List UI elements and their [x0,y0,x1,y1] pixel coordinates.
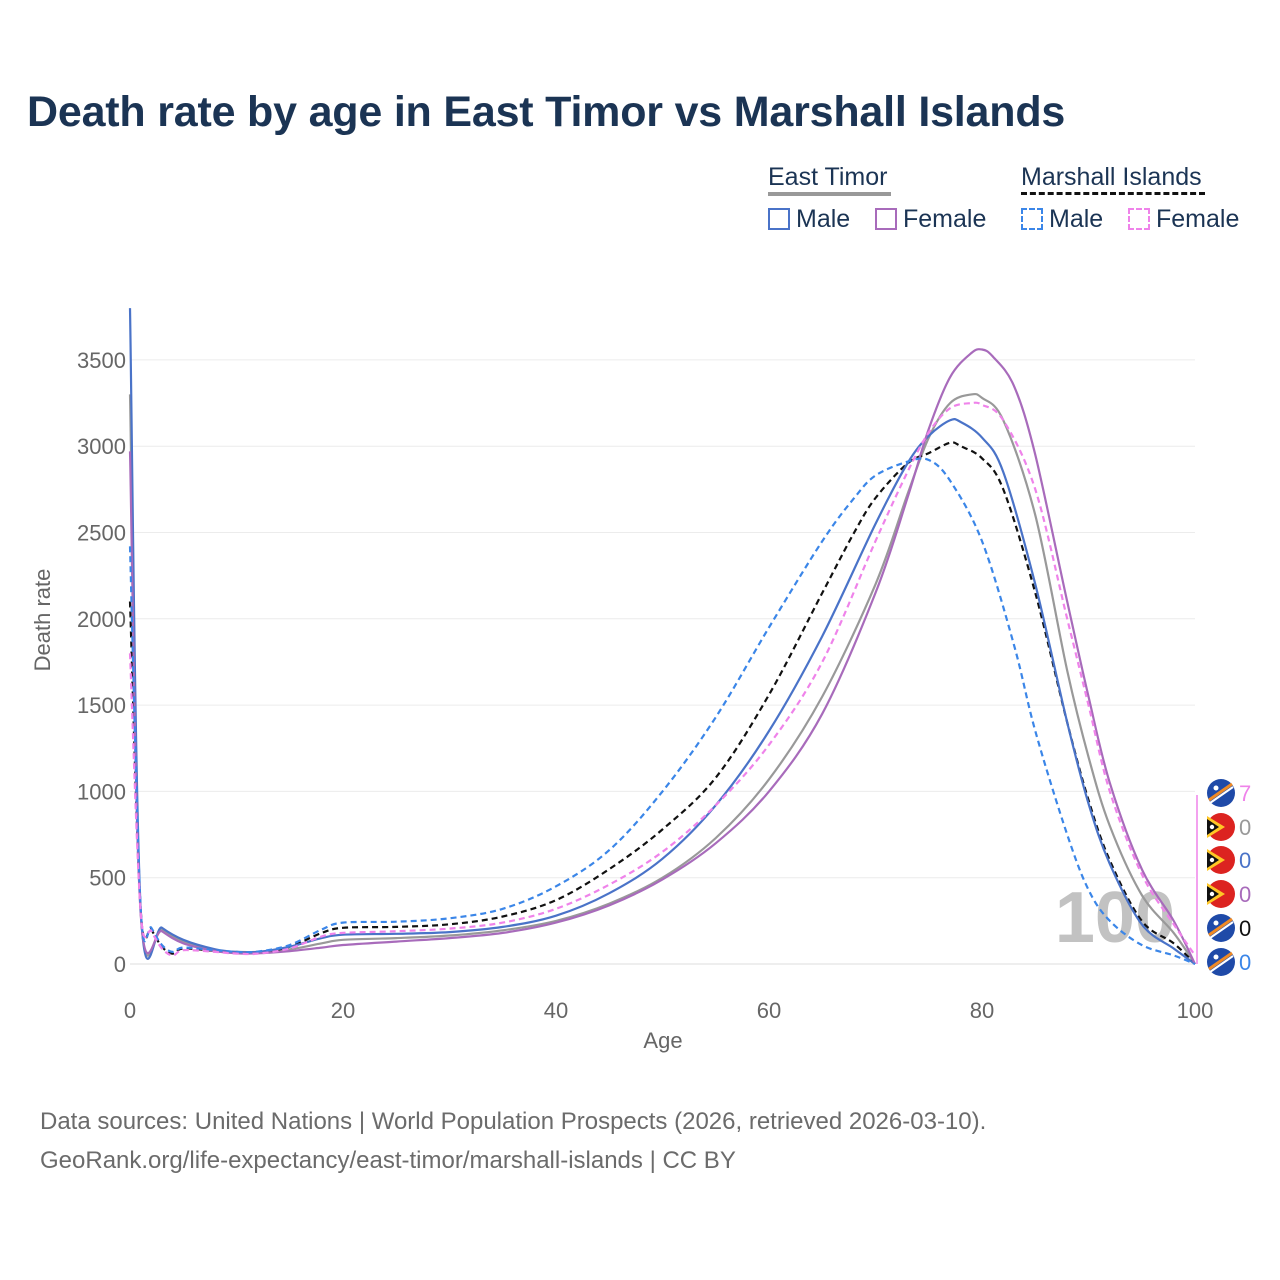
flag-star [1213,785,1219,791]
y-tick-label: 500 [89,866,126,891]
x-axis-ticks: 0 20 40 60 80 100 [124,998,1213,1023]
x-tick-label: 100 [1177,998,1214,1023]
end-marker: 0 [1207,880,1251,908]
flag-stripe-white [1209,955,1234,973]
legend-swatch-east-timor-male [768,208,790,230]
y-tick-label: 2500 [77,521,126,546]
end-marker: 0 [1207,914,1251,942]
y-tick-label: 3000 [77,434,126,459]
end-marker: 0 [1207,813,1251,841]
flag-stripe-white [1209,921,1234,939]
y-axis-title: Death rate [30,569,55,672]
chart-title: Death rate by age in East Timor vs Marsh… [27,88,1066,136]
x-tick-label: 60 [757,998,781,1023]
x-tick-label: 0 [124,998,136,1023]
series-line-marshall-islands-female [128,401,1196,957]
flag-star [1213,954,1219,960]
legend-label-marshall-islands-female: Female [1156,204,1240,233]
legend-group-marshall-islands[interactable]: Marshall Islands [1021,163,1202,191]
legend-swatch-east-timor-female [875,208,897,230]
end-value-label: 0 [1239,882,1251,907]
flag-star [1213,920,1219,926]
x-tick-label: 40 [544,998,568,1023]
legend-east-timor-female[interactable]: Female [875,205,986,233]
end-marker: 0 [1207,948,1251,976]
end-value-label: 0 [1239,950,1251,975]
legend-swatch-marshall-islands-male [1021,208,1043,230]
flag-stripe-orange [1208,917,1233,937]
x-axis-title: Age [643,1028,682,1053]
series-line-east-timor-female [128,348,1196,965]
flag-star [1209,857,1215,863]
legend-line-east-timor [768,192,891,196]
footer-link[interactable]: GeoRank.org/life-expectancy/east-timor/m… [40,1147,736,1174]
series-lines [128,308,1196,966]
y-tick-label: 1000 [77,779,126,804]
legend-swatch-marshall-islands-female [1128,208,1150,230]
legend-line-marshall-islands [1021,192,1205,195]
age-watermark: 100 [1055,878,1175,958]
end-markers: 7 0 0 0 0 0 [1196,779,1251,976]
end-value-label: 0 [1239,916,1251,941]
series-line-marshall-islands-total [128,441,1196,965]
end-marker: 7 [1207,779,1251,807]
series-line-marshall-islands-male [128,457,1196,966]
legend-label-east-timor-female: Female [903,204,987,233]
y-axis-ticks: 0 500 1000 1500 2000 2500 3000 3500 [77,348,126,977]
legend-marshall-islands-female[interactable]: Female [1128,205,1239,233]
x-tick-label: 80 [970,998,994,1023]
end-marker: 0 [1207,846,1251,874]
legend-group-east-timor[interactable]: East Timor [768,163,888,191]
flag-stripe-orange [1208,782,1233,802]
end-value-label: 0 [1239,848,1251,873]
end-value-label: 0 [1239,815,1251,840]
x-tick-label: 20 [331,998,355,1023]
legend-east-timor-male[interactable]: Male [768,205,850,233]
footer-sources: Data sources: United Nations | World Pop… [40,1108,987,1135]
flag-stripe-white [1209,786,1234,804]
y-tick-label: 1500 [77,693,126,718]
legend-marshall-islands-male[interactable]: Male [1021,205,1103,233]
flag-stripe-orange [1208,951,1233,971]
y-tick-label: 0 [114,952,126,977]
y-tick-label: 3500 [77,348,126,373]
flag-star [1209,824,1215,830]
flag-star [1209,891,1215,897]
end-value-label: 7 [1239,781,1251,806]
y-tick-label: 2000 [77,607,126,632]
legend-label-east-timor-male: Male [796,204,851,233]
series-line-east-timor-male [128,308,1196,965]
legend-label-marshall-islands-male: Male [1049,204,1104,233]
